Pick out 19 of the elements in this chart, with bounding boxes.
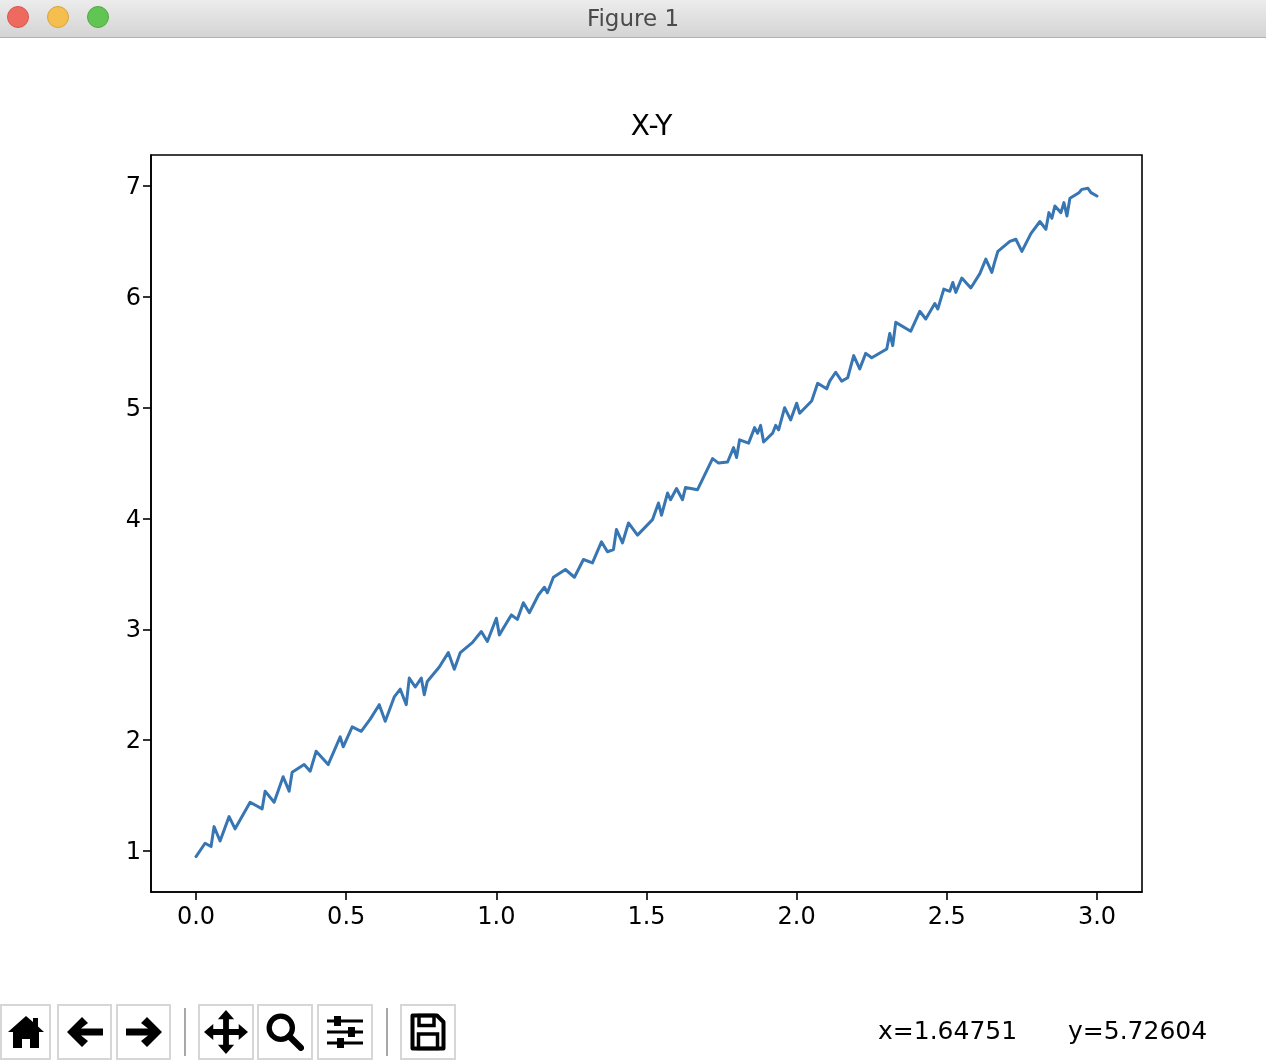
x-tick-label: 2.0 bbox=[777, 902, 816, 930]
text: x=1.64751 bbox=[878, 1016, 1018, 1046]
chart-title: X-Y bbox=[630, 108, 674, 142]
y-tick-label: 7 bbox=[125, 172, 141, 201]
y-tick-label: 3 bbox=[125, 615, 141, 644]
y-tick-label: 2 bbox=[125, 726, 141, 755]
x-tick-label: 1.5 bbox=[627, 902, 666, 930]
y-tick-label: 1 bbox=[125, 836, 141, 865]
y-tick-label: 4 bbox=[125, 504, 141, 533]
text: y=5.72604 bbox=[1068, 1016, 1208, 1046]
caption: Figure 1 bbox=[0, 0, 1266, 37]
y-tick-label: 5 bbox=[125, 393, 141, 422]
line-series bbox=[194, 186, 1099, 859]
x-tick-label: 3.0 bbox=[1077, 902, 1117, 930]
x-tick-label: 0.0 bbox=[176, 902, 216, 930]
x-tick-label: 0.5 bbox=[327, 902, 366, 930]
x-tick-label: 1.0 bbox=[477, 902, 516, 930]
x-tick-label: 2.5 bbox=[927, 902, 966, 930]
y-tick-label: 6 bbox=[125, 282, 141, 311]
